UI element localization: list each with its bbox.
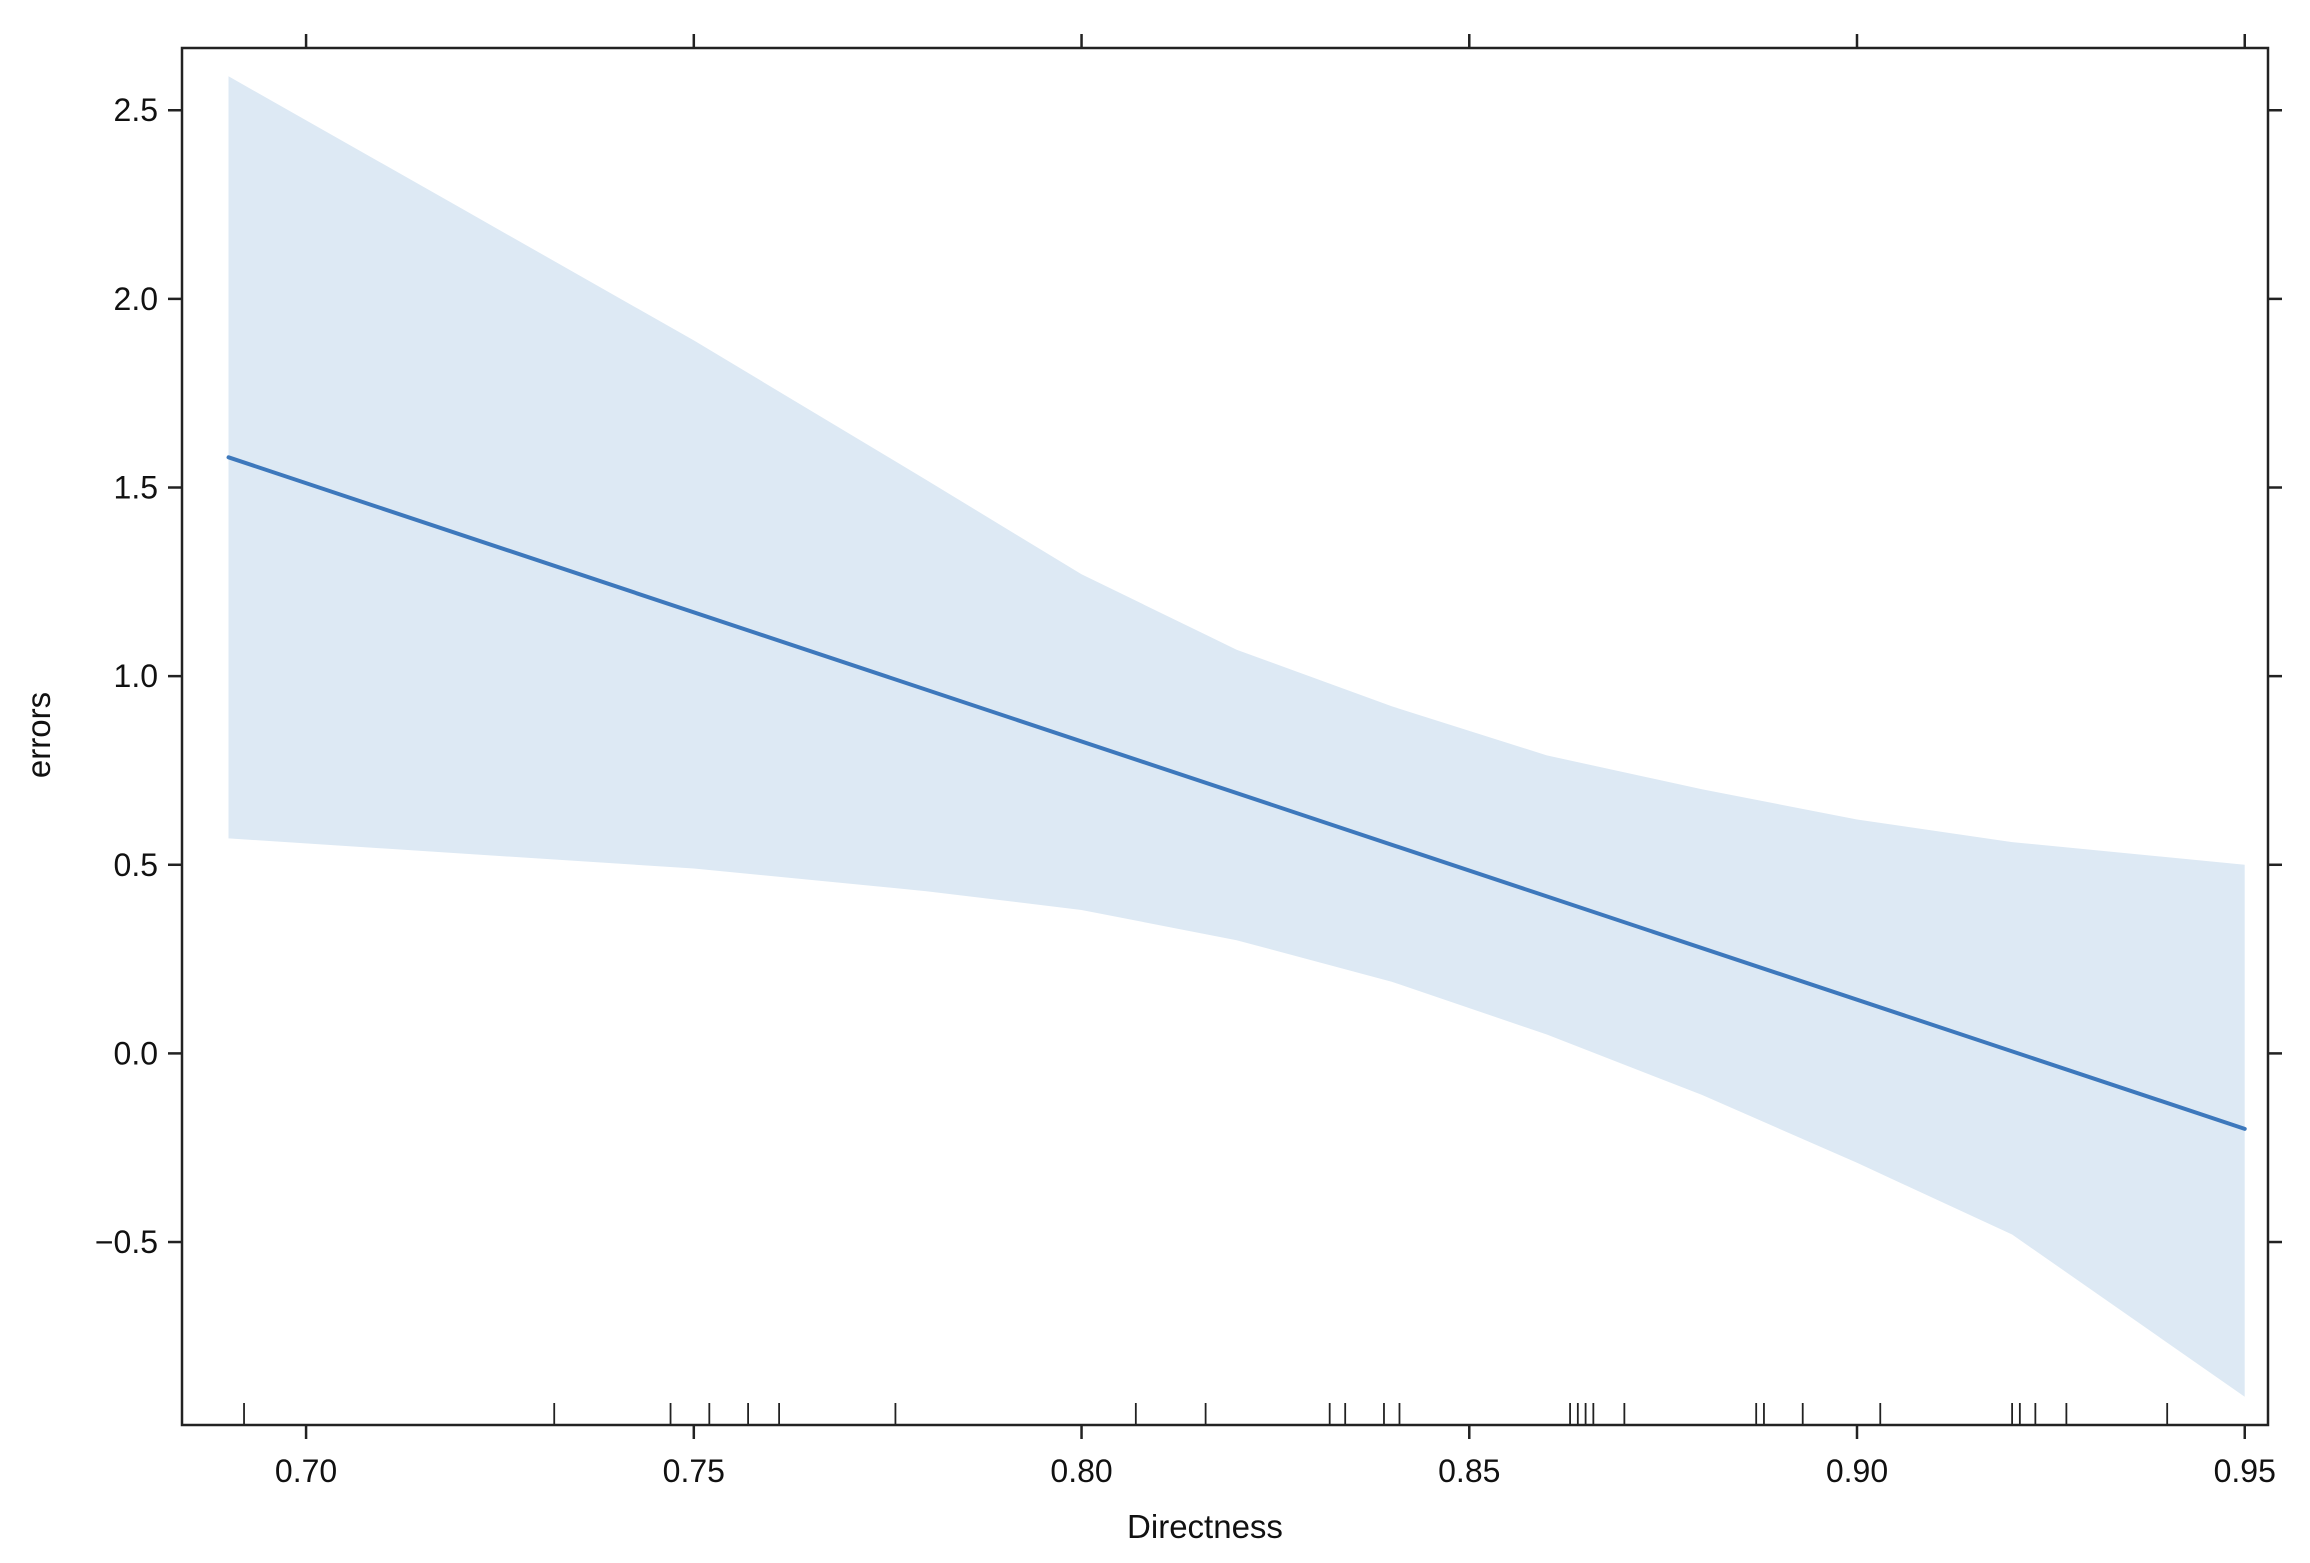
x-axis-title: Directness	[1127, 1508, 1283, 1545]
y-axis-title: errors	[20, 692, 57, 778]
x-tick-label: 0.70	[275, 1453, 337, 1489]
y-tick-label: 2.5	[114, 92, 158, 128]
x-tick-label: 0.95	[2214, 1453, 2276, 1489]
x-tick-label: 0.85	[1438, 1453, 1500, 1489]
y-axis: −0.5 0.0 0.5 1.0 1.5 2.0 2.5	[95, 92, 2282, 1260]
y-tick-label: 1.0	[114, 658, 158, 694]
fit-line	[226, 455, 2247, 1131]
y-tick-label: 0.0	[114, 1035, 158, 1071]
confidence-band	[228, 76, 2245, 1397]
x-tick-label: 0.90	[1826, 1453, 1888, 1489]
rug-marks	[243, 1403, 2169, 1425]
y-tick-label: −0.5	[95, 1224, 158, 1260]
x-tick-label: 0.75	[663, 1453, 725, 1489]
y-tick-label: 2.0	[114, 281, 158, 317]
x-axis: 0.70 0.75 0.80 0.85 0.90 0.95	[275, 34, 2276, 1489]
y-tick-label: 0.5	[114, 847, 158, 883]
y-tick-label: 1.5	[114, 470, 158, 506]
plot-panel-border	[180, 46, 2270, 1427]
x-tick-label: 0.80	[1050, 1453, 1112, 1489]
